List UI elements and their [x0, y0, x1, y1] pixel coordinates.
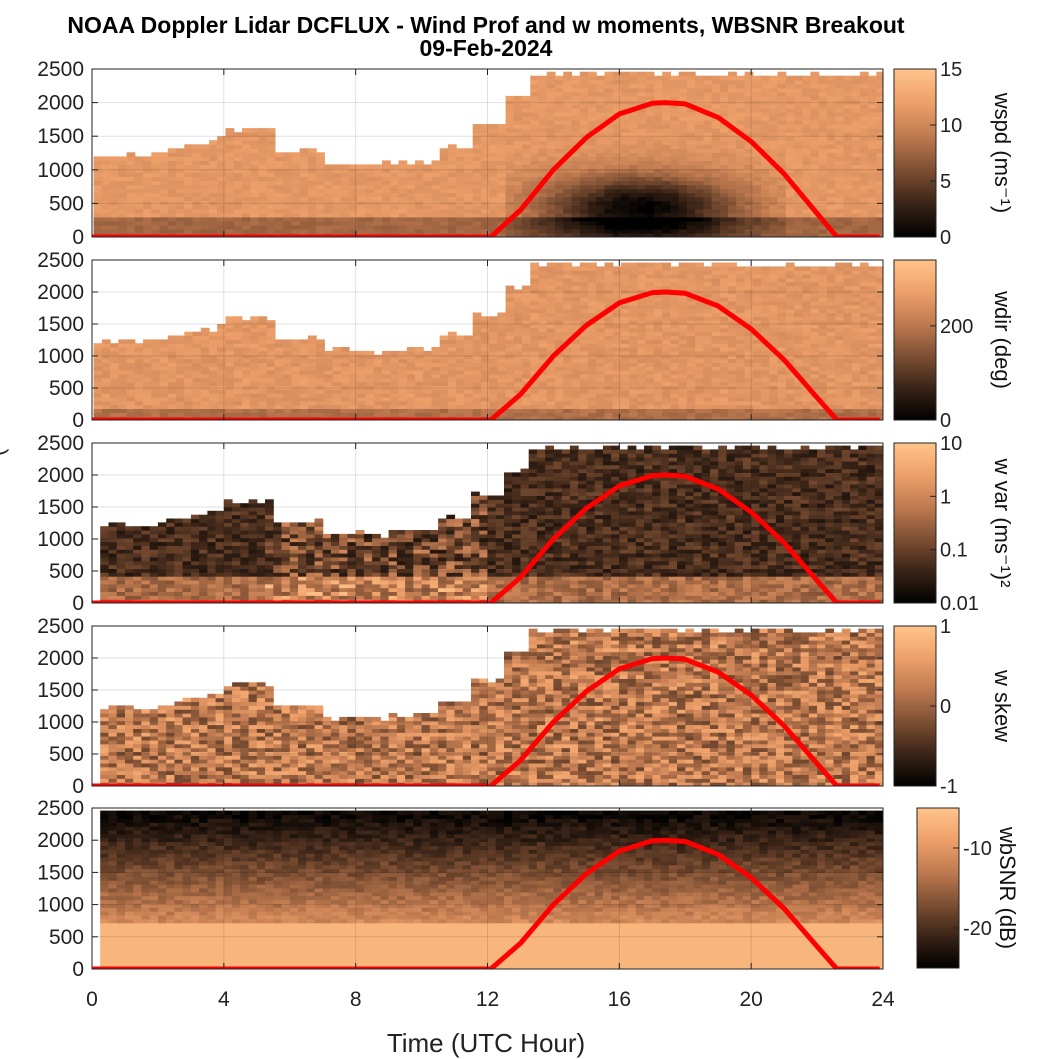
x-tick-label: 4 — [218, 988, 230, 1011]
figure-date: 09-Feb-2024 — [420, 35, 553, 61]
colorbar-tick-label: 0 — [940, 696, 951, 718]
panel-w-var: 0 500 1000 1500 2000 2500 0.01 0.1 1 10 w var (ms⁻… — [37, 432, 1015, 615]
grid — [92, 808, 883, 969]
y-tick-label: 0 — [72, 958, 84, 981]
colorbar-label: wdir (deg) — [990, 290, 1015, 389]
colorbar-tick-label: 200 — [940, 316, 973, 338]
heatmap-cells — [100, 810, 883, 969]
colorbar-tick-label: 1 — [940, 616, 951, 638]
y-tick-label: 2500 — [37, 432, 84, 455]
y-tick-label: 1500 — [37, 496, 84, 519]
y-tick-label: 2500 — [37, 58, 84, 81]
heatmap-cells — [93, 71, 883, 237]
y-tick-label: 1000 — [37, 711, 84, 734]
y-tick-label: 2500 — [37, 797, 84, 820]
heatmap-cells — [100, 628, 883, 786]
colorbar-tick-label: 10 — [940, 433, 962, 455]
grid — [92, 443, 883, 603]
y-tick-label: 2500 — [37, 249, 84, 272]
panel-wdir: 0 500 1000 1500 2000 2500 0 200 wdir (deg) — [37, 249, 1015, 432]
colorbar: 0.01 0.1 1 10 w var (ms⁻¹)² — [893, 433, 1015, 615]
colorbar: 0 5 10 15 wspd (ms⁻¹) — [893, 59, 1015, 249]
y-tick-label: 500 — [49, 192, 84, 215]
panel-wbSNR: 0 500 1000 1500 2000 2500 -20 -10 wbSNR (dB) — [37, 797, 1020, 981]
y-tick-label: 1000 — [37, 894, 84, 917]
colorbar: -20 -10 wbSNR (dB) — [916, 807, 1020, 969]
colorbar-tick-label: -1 — [940, 776, 958, 798]
grid — [92, 260, 883, 420]
colorbar-tick-label: 10 — [940, 115, 962, 137]
x-tick-label: 24 — [871, 988, 895, 1011]
colorbar-tick-label: 0.01 — [940, 593, 979, 615]
colorbar-tick-label: 15 — [940, 59, 962, 81]
y-tick-label: 2000 — [37, 829, 84, 852]
y-tick-label: 500 — [49, 560, 84, 583]
overlay-line — [92, 289, 880, 420]
y-tick-label: 1500 — [37, 313, 84, 336]
colorbar-tick-label: 0.1 — [940, 540, 968, 562]
x-tick-label: 12 — [476, 988, 499, 1011]
y-tick-label: 0 — [72, 226, 84, 249]
y-tick-label: 500 — [49, 377, 84, 400]
x-tick-labels: 0 4 8 12 16 20 24 — [86, 988, 895, 1011]
y-tick-label: 1000 — [37, 528, 84, 551]
panel-wspd: 0 500 1000 1500 2000 2500 0 5 10 15 wspd (ms⁻¹) — [37, 58, 1015, 249]
figure-title: NOAA Doppler Lidar DCFLUX - Wind Prof an… — [67, 12, 905, 38]
colorbar-tick-label: 0 — [940, 227, 951, 249]
heatmap-cells — [100, 445, 883, 603]
colorbar: 0 200 wdir (deg) — [893, 259, 1015, 432]
y-tick-label: 2000 — [37, 647, 84, 670]
colorbar-label: wbSNR (dB) — [995, 826, 1020, 949]
y-tick-label: 2000 — [37, 464, 84, 487]
y-tick-label: 0 — [72, 592, 84, 615]
colorbar-label: w skew — [990, 669, 1015, 742]
y-tick-label: 1500 — [37, 679, 84, 702]
colorbar-tick-label: 5 — [940, 171, 951, 193]
overlay-line — [92, 100, 880, 237]
x-tick-label: 0 — [86, 988, 98, 1011]
grid — [92, 69, 883, 237]
x-tick-label: 8 — [350, 988, 362, 1011]
x-axis-label: Time (UTC Hour) — [387, 1028, 585, 1058]
y-tick-label: 1500 — [37, 125, 84, 148]
x-tick-label: 16 — [608, 988, 631, 1011]
y-tick-label: 1500 — [37, 861, 84, 884]
y-tick-label: 2000 — [37, 281, 84, 304]
colorbar-tick-label: -10 — [963, 838, 992, 860]
y-tick-label: 1000 — [37, 159, 84, 182]
y-tick-label: 500 — [49, 926, 84, 949]
overlay-line — [92, 837, 880, 969]
overlay-line — [92, 655, 880, 786]
y-tick-label: 2500 — [37, 615, 84, 638]
colorbar-tick-label: -20 — [963, 918, 992, 940]
y-axis-label-fragment: ( — [0, 448, 9, 456]
x-tick-label: 20 — [739, 988, 762, 1011]
colorbar: -1 0 1 w skew — [893, 616, 1015, 798]
colorbar-label: wspd (ms⁻¹) — [990, 92, 1015, 213]
y-tick-label: 0 — [72, 775, 84, 798]
overlay-line — [92, 472, 880, 603]
colorbar-label: w var (ms⁻¹)² — [990, 458, 1015, 588]
colorbar-tick-label: 1 — [940, 486, 951, 508]
colorbar-tick-label: 0 — [940, 410, 951, 432]
y-tick-label: 500 — [49, 743, 84, 766]
grid — [92, 626, 883, 786]
y-tick-label: 1000 — [37, 345, 84, 368]
y-tick-label: 0 — [72, 409, 84, 432]
panel-w-skew: 0 500 1000 1500 2000 2500 -1 0 1 w skew — [37, 615, 1015, 798]
y-tick-label: 2000 — [37, 92, 84, 115]
